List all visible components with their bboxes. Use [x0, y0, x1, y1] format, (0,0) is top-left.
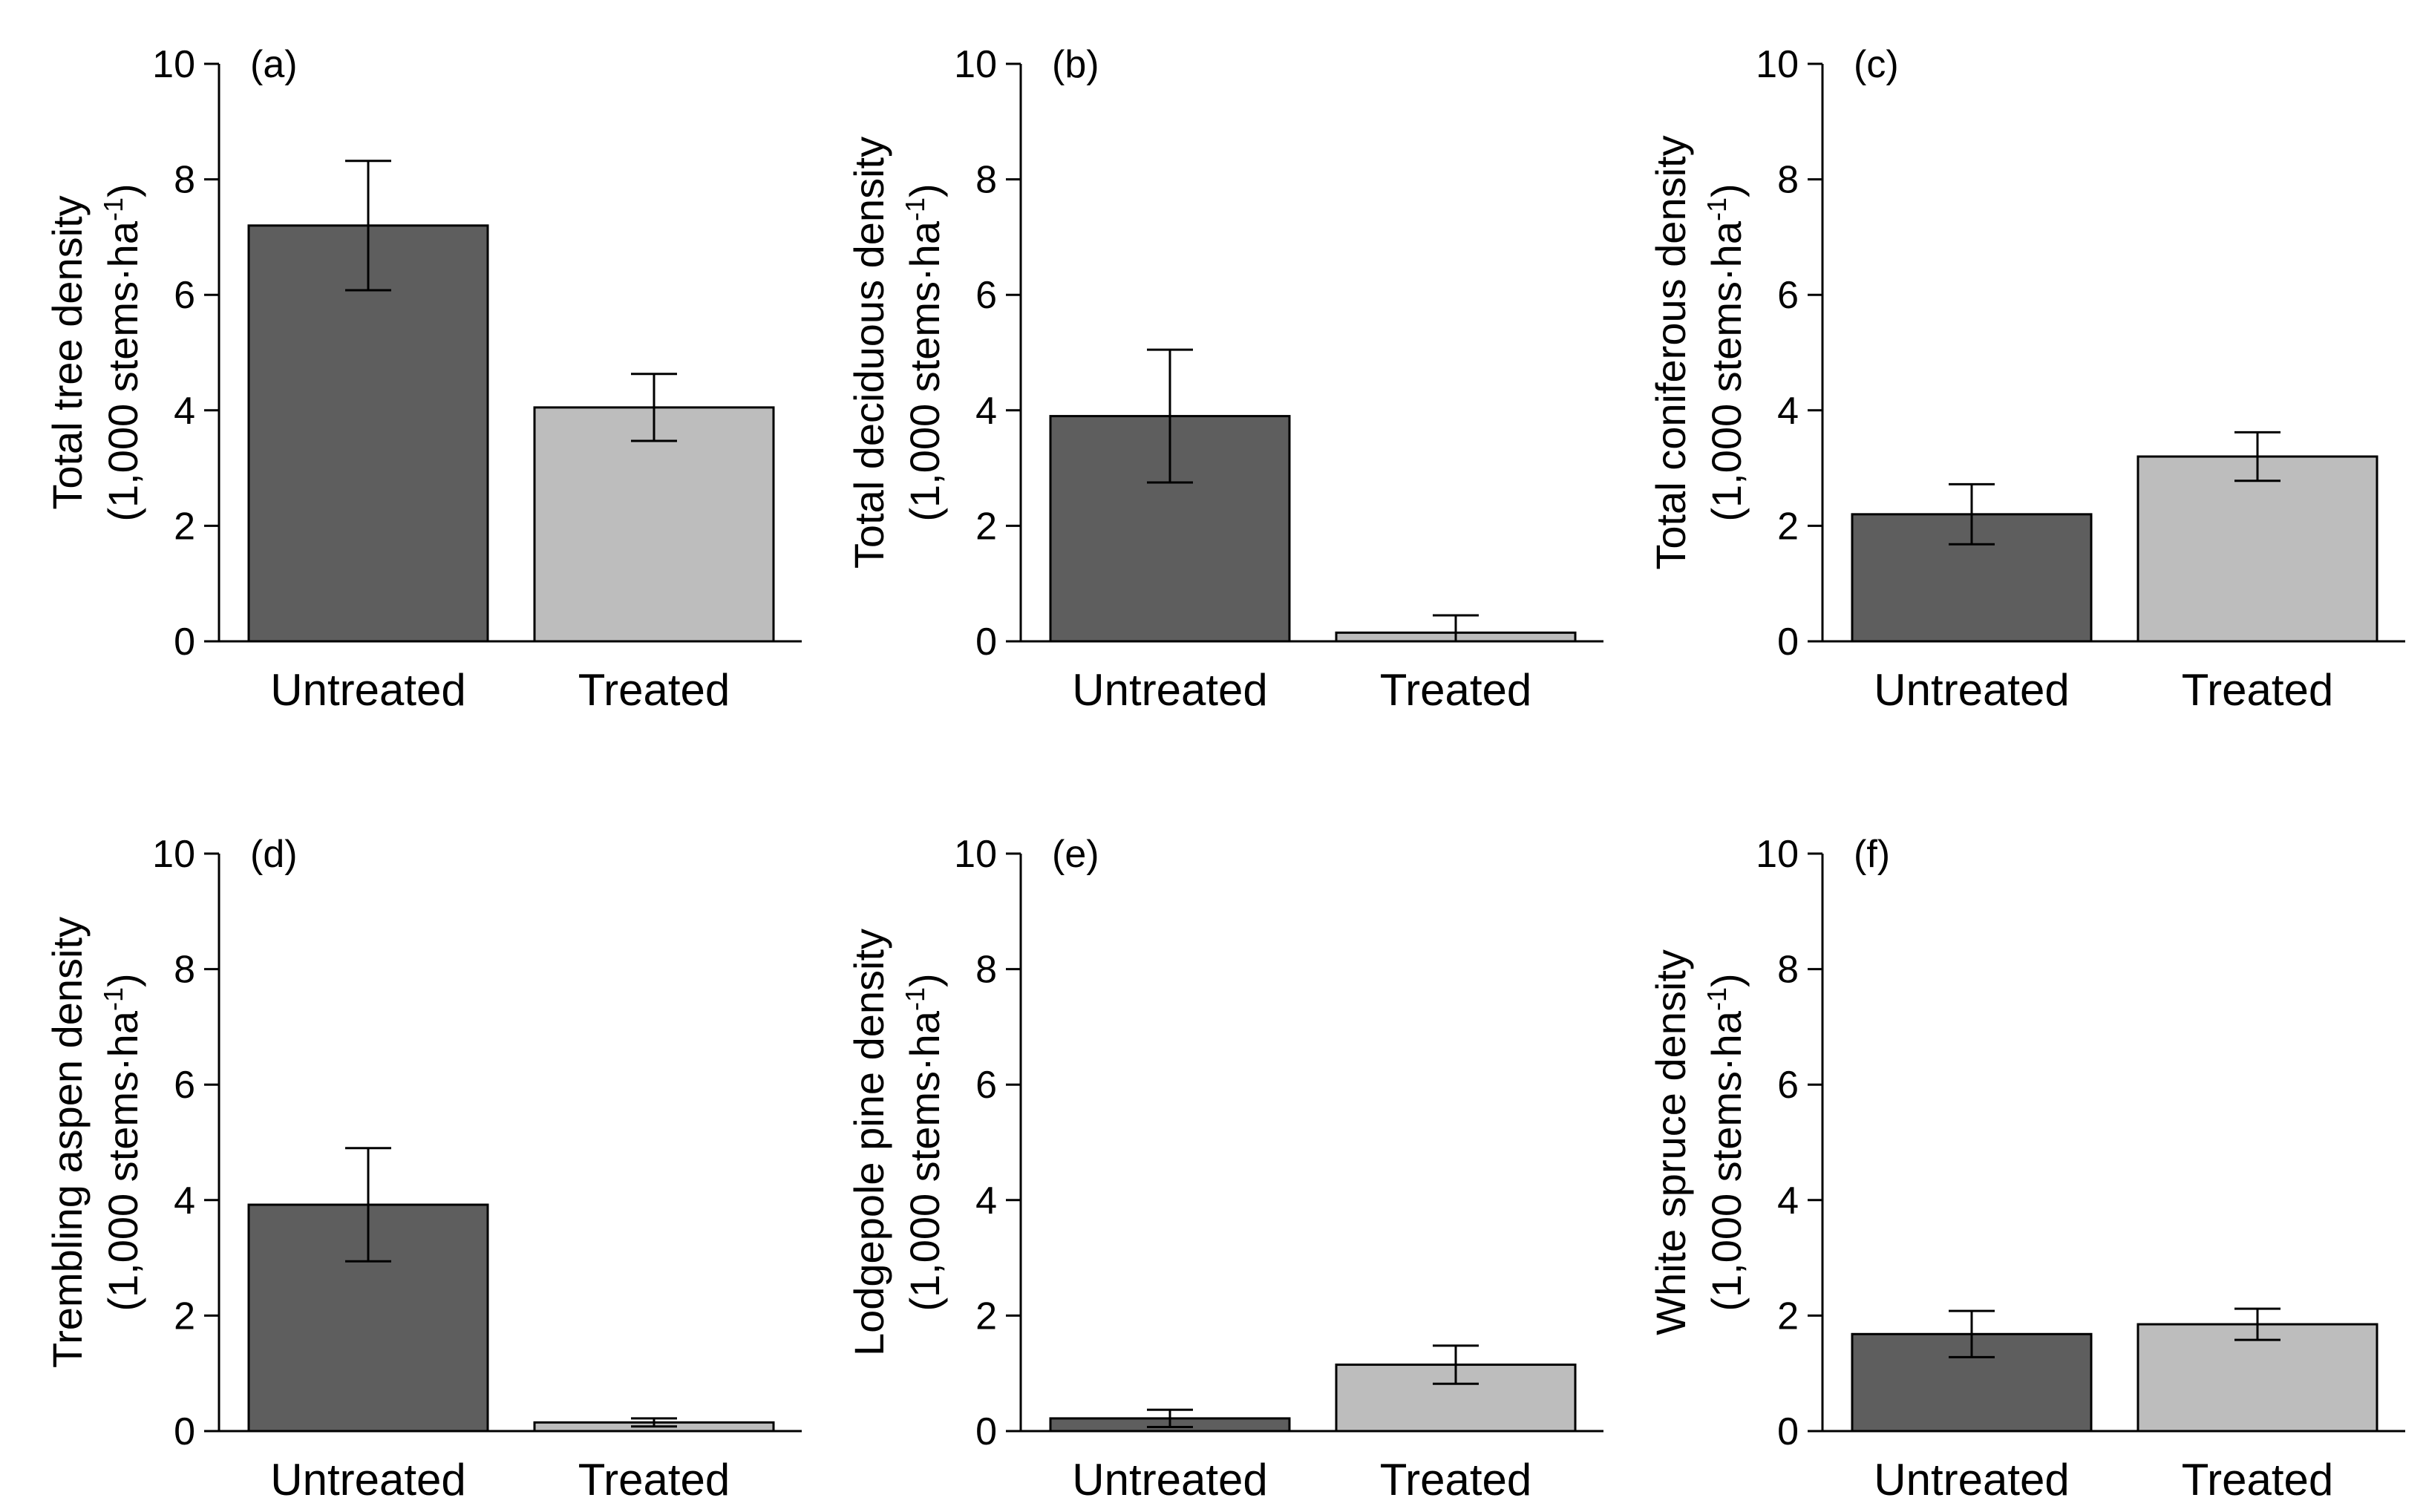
x-tick-label-untreated: Untreated [1874, 665, 2070, 715]
y-axis-unit-superscript: -1 [98, 987, 128, 1011]
y-axis-unit-superscript: -1 [98, 197, 128, 221]
chart-panel-e: Untreated Treated 0 2 4 6 8 10 (e) Lodgepole pine… [846, 833, 1603, 1505]
y-tick-label: 6 [1777, 274, 1799, 317]
chart-panel-d: Untreated Treated 0 2 4 6 8 10 (d) Trembling aspe… [44, 833, 802, 1505]
panel-label: (d) [250, 833, 298, 876]
y-tick-label: 6 [174, 1064, 195, 1107]
y-tick-label: 2 [174, 505, 195, 548]
y-axis-unit-label: (1,000 stems·ha-1) [900, 973, 949, 1311]
chart-panel-b: Untreated Treated 0 2 4 6 8 10 (b) Total deciduou… [846, 43, 1603, 715]
y-axis-unit-text: (1,000 stems·ha [99, 1010, 146, 1311]
panel-label: (c) [1854, 43, 1899, 86]
x-tick-label-untreated: Untreated [1874, 1455, 2070, 1505]
x-tick-label-untreated: Untreated [270, 1455, 466, 1505]
y-axis-label: Lodgepole pine density [846, 929, 892, 1356]
y-axis-label: Total coniferous density [1647, 135, 1694, 569]
x-tick-label-treated: Treated [2182, 1455, 2334, 1505]
y-tick-label: 2 [975, 1295, 997, 1338]
y-tick-label: 4 [975, 1179, 997, 1223]
chart-panel-c: Untreated Treated 0 2 4 6 8 10 (c) Total conifero… [1647, 43, 2405, 715]
y-axis-label: Total deciduous density [846, 137, 892, 569]
y-axis-unit-close: ) [901, 183, 948, 197]
y-tick-label: 2 [1777, 1295, 1799, 1338]
y-tick-label: 4 [1777, 1179, 1799, 1223]
y-tick-label: 0 [975, 621, 997, 664]
y-tick-label: 0 [174, 1410, 195, 1453]
x-tick-label-treated: Treated [2182, 665, 2334, 715]
y-tick-label: 6 [975, 1064, 997, 1107]
y-tick-label: 8 [174, 949, 195, 992]
y-axis-label: Trembling aspen density [44, 917, 91, 1368]
panel-label: (f) [1854, 833, 1890, 876]
y-axis-unit-close: ) [99, 973, 146, 987]
y-tick-label: 0 [975, 1410, 997, 1453]
y-axis-label: Total tree density [44, 195, 91, 509]
chart-panel-f: Untreated Treated 0 2 4 6 8 10 (f) White spruce d… [1647, 833, 2405, 1505]
y-axis-unit-close: ) [901, 973, 948, 987]
x-tick-label-treated: Treated [578, 1455, 730, 1505]
y-tick-label: 6 [975, 274, 997, 317]
y-axis-unit-close: ) [1703, 183, 1750, 197]
y-axis-unit-label: (1,000 stems·ha-1) [1701, 183, 1750, 521]
y-tick-label: 6 [174, 274, 195, 317]
y-tick-label: 2 [174, 1295, 195, 1338]
y-axis-unit-text: (1,000 stems·ha [901, 1010, 948, 1311]
y-axis-unit-text: (1,000 stems·ha [99, 220, 146, 521]
bar-untreated [247, 1203, 489, 1433]
x-tick-label-treated: Treated [578, 665, 730, 715]
y-axis-unit-close: ) [99, 183, 146, 197]
y-tick-label: 8 [975, 949, 997, 992]
y-tick-label: 0 [1777, 1410, 1799, 1453]
x-tick-label-untreated: Untreated [1072, 1455, 1268, 1505]
y-tick-label: 4 [174, 390, 195, 433]
y-axis-unit-label: (1,000 stems·ha-1) [98, 973, 147, 1311]
y-tick-label: 4 [975, 390, 997, 433]
y-axis-unit-text: (1,000 stems·ha [1703, 1010, 1750, 1311]
bar-treated [533, 406, 775, 643]
x-tick-label-treated: Treated [1380, 1455, 1532, 1505]
panel-label: (b) [1052, 43, 1099, 86]
panel-label: (e) [1052, 833, 1099, 876]
y-tick-label: 8 [1777, 159, 1799, 202]
y-tick-label: 8 [1777, 949, 1799, 992]
y-axis-unit-label: (1,000 stems·ha-1) [98, 183, 147, 521]
y-tick-label: 2 [975, 505, 997, 548]
y-axis-unit-superscript: -1 [900, 987, 930, 1011]
y-tick-label: 6 [1777, 1064, 1799, 1107]
y-tick-label: 0 [1777, 621, 1799, 664]
y-tick-label: 10 [152, 43, 195, 86]
x-tick-label-untreated: Untreated [1072, 665, 1268, 715]
y-tick-label: 8 [975, 159, 997, 202]
y-axis-unit-text: (1,000 stems·ha [901, 220, 948, 521]
y-tick-label: 10 [1756, 43, 1799, 86]
y-tick-label: 4 [174, 1179, 195, 1223]
y-axis-unit-superscript: -1 [1701, 987, 1732, 1011]
y-tick-label: 10 [954, 833, 997, 876]
y-axis-unit-label: (1,000 stems·ha-1) [900, 183, 949, 521]
panel-label: (a) [250, 43, 298, 86]
y-axis-unit-close: ) [1703, 973, 1750, 987]
bar-untreated [247, 224, 489, 643]
y-axis-label: White spruce density [1647, 949, 1694, 1335]
y-axis-unit-label: (1,000 stems·ha-1) [1701, 973, 1750, 1311]
bar-treated [2136, 455, 2378, 643]
y-tick-label: 0 [174, 621, 195, 664]
y-tick-label: 10 [152, 833, 195, 876]
y-tick-label: 2 [1777, 505, 1799, 548]
y-tick-label: 8 [174, 159, 195, 202]
y-tick-label: 4 [1777, 390, 1799, 433]
y-axis-unit-superscript: -1 [1701, 197, 1732, 221]
y-tick-label: 10 [954, 43, 997, 86]
y-axis-unit-text: (1,000 stems·ha [1703, 220, 1750, 521]
y-tick-label: 10 [1756, 833, 1799, 876]
x-tick-label-treated: Treated [1380, 665, 1532, 715]
y-axis-unit-superscript: -1 [900, 197, 930, 221]
chart-panel-a: Untreated Treated 0 2 4 6 8 10 (a) Total tree den… [44, 43, 802, 715]
x-tick-label-untreated: Untreated [270, 665, 466, 715]
